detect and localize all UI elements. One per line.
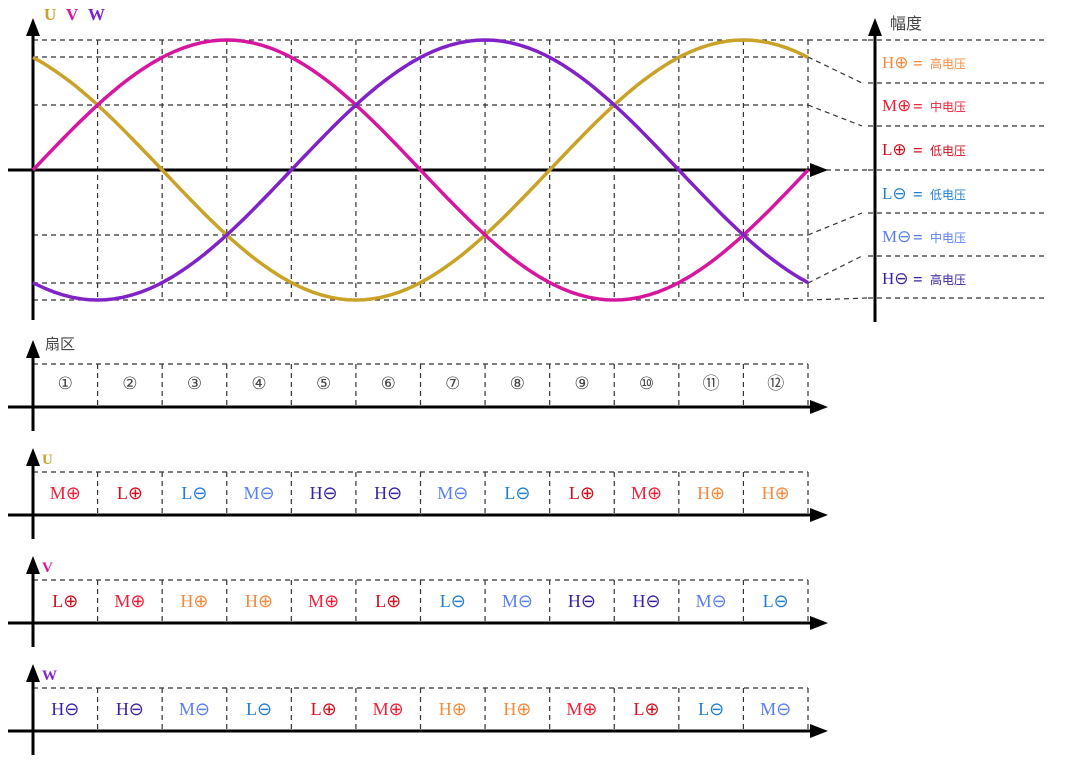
state-cell: H⊖ xyxy=(115,699,144,719)
level-symbol: L⊕ xyxy=(882,140,907,159)
phase-w-waveform xyxy=(32,38,809,302)
amplitude-axis-arrow-icon xyxy=(868,18,882,36)
level-symbol: H⊕ xyxy=(882,53,909,72)
state-cell: L⊖ xyxy=(246,699,273,719)
state-cell: M⊖ xyxy=(437,483,469,503)
time-axis-arrow-icon xyxy=(810,163,828,177)
level-description: 中电压 xyxy=(930,100,967,114)
state-cell: M⊕ xyxy=(566,699,598,719)
legend-phase-w: W xyxy=(88,5,105,24)
equals-sign: = xyxy=(913,270,923,289)
state-cell: L⊕ xyxy=(52,591,79,611)
sector-vertical-axis-arrow-icon xyxy=(26,340,40,358)
state-cell: H⊖ xyxy=(51,699,80,719)
level-description: 低电压 xyxy=(930,144,967,158)
state-cell: L⊕ xyxy=(116,483,143,503)
waveform-axis-arrow-icon xyxy=(26,18,40,36)
level-description: 中电压 xyxy=(930,231,967,245)
phase-w-strip-axis-arrow-icon xyxy=(810,724,828,738)
phase-u-strip-vertical-axis-arrow-icon xyxy=(26,448,40,466)
state-cell: M⊖ xyxy=(695,591,727,611)
phase-w-strip-vertical-axis-arrow-icon xyxy=(26,664,40,682)
state-cell: M⊕ xyxy=(114,591,146,611)
level-symbol: M⊕ xyxy=(882,96,912,115)
equals-sign: = xyxy=(913,228,923,247)
state-cell: M⊖ xyxy=(760,699,792,719)
sector-number: ① xyxy=(57,374,73,394)
sector-number: ⑪ xyxy=(702,374,720,394)
sector-number: ⑧ xyxy=(509,374,525,394)
state-cell: H⊕ xyxy=(244,591,274,611)
state-cell: H⊖ xyxy=(567,591,596,611)
state-cell: L⊖ xyxy=(698,699,725,719)
sector-number: ⑫ xyxy=(767,374,785,394)
level-symbol: L⊖ xyxy=(882,184,907,203)
sector-number: ⑤ xyxy=(316,374,332,394)
state-cell: M⊖ xyxy=(243,483,275,503)
state-cell: L⊕ xyxy=(310,699,337,719)
level-description: 高电压 xyxy=(930,273,967,287)
state-cell: L⊖ xyxy=(504,483,531,503)
phase-v-waveform xyxy=(31,38,810,302)
equals-sign: = xyxy=(913,54,923,73)
amplitude-axis-label: 幅度 xyxy=(890,14,923,33)
state-cell: H⊕ xyxy=(761,483,790,503)
sector-number: ⑦ xyxy=(445,374,461,394)
phase-u-strip-axis-arrow-icon xyxy=(810,508,828,522)
sector-number: ④ xyxy=(251,374,267,394)
level-symbol: H⊖ xyxy=(882,269,909,288)
connector-line xyxy=(807,212,863,236)
sector-axis-arrow-icon xyxy=(810,400,828,414)
sector-number: ② xyxy=(122,374,138,394)
state-cell: L⊕ xyxy=(633,699,660,719)
level-description: 低电压 xyxy=(930,188,967,202)
state-cell: L⊕ xyxy=(375,591,402,611)
state-cell: H⊖ xyxy=(374,483,403,503)
strip-phase-label: W xyxy=(42,668,57,684)
sector-label: 扇区 xyxy=(45,335,76,353)
state-cell: H⊖ xyxy=(632,591,661,611)
level-description: 高电压 xyxy=(930,57,967,71)
state-cell: L⊖ xyxy=(181,483,208,503)
state-cell: H⊕ xyxy=(503,699,532,719)
legend-phase-u: U xyxy=(44,5,57,24)
state-cell: H⊕ xyxy=(180,591,209,611)
connector-line xyxy=(807,255,863,284)
state-cell: M⊕ xyxy=(372,699,404,719)
phase-u-waveform xyxy=(32,38,809,302)
strip-phase-label: V xyxy=(42,560,53,576)
state-cell: M⊖ xyxy=(178,699,210,719)
state-cell: H⊖ xyxy=(309,483,338,503)
sector-number: ③ xyxy=(186,374,203,394)
state-cell: M⊕ xyxy=(49,483,81,503)
equals-sign: = xyxy=(913,97,923,116)
state-cell: L⊖ xyxy=(439,591,466,611)
sector-number: ⑥ xyxy=(380,374,396,394)
state-cell: M⊖ xyxy=(501,591,533,611)
grid-line xyxy=(807,297,869,301)
state-cell: L⊕ xyxy=(568,483,595,503)
state-cell: M⊕ xyxy=(308,591,340,611)
equals-sign: = xyxy=(913,141,923,160)
level-symbol: M⊖ xyxy=(882,227,912,246)
legend-phase-v: V xyxy=(66,5,79,24)
state-cell: H⊕ xyxy=(697,483,726,503)
connector-line xyxy=(807,104,863,127)
state-cell: M⊕ xyxy=(630,483,663,503)
state-cell: L⊖ xyxy=(762,591,789,611)
sector-number: ⑩ xyxy=(638,374,655,394)
sector-number: ⑨ xyxy=(574,374,590,394)
strip-phase-label: U xyxy=(42,452,53,468)
connector-line xyxy=(807,56,863,84)
phase-v-strip-vertical-axis-arrow-icon xyxy=(26,556,40,574)
equals-sign: = xyxy=(913,185,923,204)
phase-v-strip-axis-arrow-icon xyxy=(810,616,828,630)
state-cell: H⊕ xyxy=(438,699,467,719)
